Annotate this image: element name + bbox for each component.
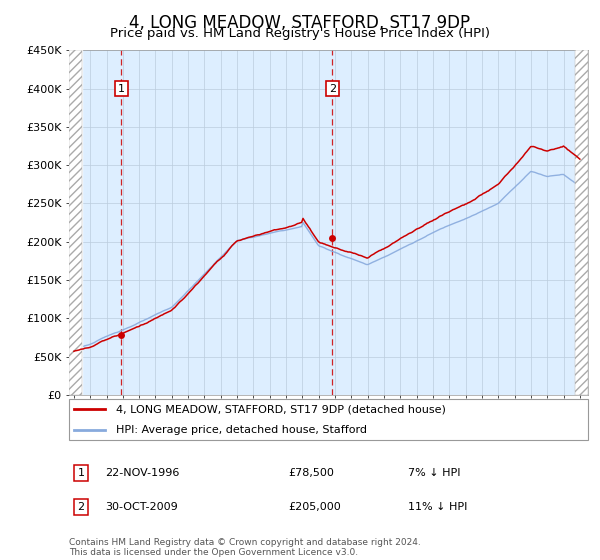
Text: 2: 2 xyxy=(329,83,336,94)
Text: 1: 1 xyxy=(118,83,125,94)
Text: 4, LONG MEADOW, STAFFORD, ST17 9DP: 4, LONG MEADOW, STAFFORD, ST17 9DP xyxy=(130,14,470,32)
Text: £78,500: £78,500 xyxy=(288,468,334,478)
Text: 4, LONG MEADOW, STAFFORD, ST17 9DP (detached house): 4, LONG MEADOW, STAFFORD, ST17 9DP (deta… xyxy=(116,404,446,414)
Text: 1: 1 xyxy=(77,468,85,478)
Bar xyxy=(575,50,588,395)
Text: 11% ↓ HPI: 11% ↓ HPI xyxy=(408,502,467,512)
Text: 7% ↓ HPI: 7% ↓ HPI xyxy=(408,468,461,478)
Text: 30-OCT-2009: 30-OCT-2009 xyxy=(105,502,178,512)
Text: HPI: Average price, detached house, Stafford: HPI: Average price, detached house, Staf… xyxy=(116,424,367,435)
Bar xyxy=(575,50,588,395)
Text: 2: 2 xyxy=(77,502,85,512)
Bar xyxy=(69,50,82,395)
Bar xyxy=(69,50,82,395)
Text: Price paid vs. HM Land Registry's House Price Index (HPI): Price paid vs. HM Land Registry's House … xyxy=(110,27,490,40)
FancyBboxPatch shape xyxy=(69,399,588,440)
Text: £205,000: £205,000 xyxy=(288,502,341,512)
Text: 22-NOV-1996: 22-NOV-1996 xyxy=(105,468,179,478)
Text: Contains HM Land Registry data © Crown copyright and database right 2024.
This d: Contains HM Land Registry data © Crown c… xyxy=(69,538,421,557)
